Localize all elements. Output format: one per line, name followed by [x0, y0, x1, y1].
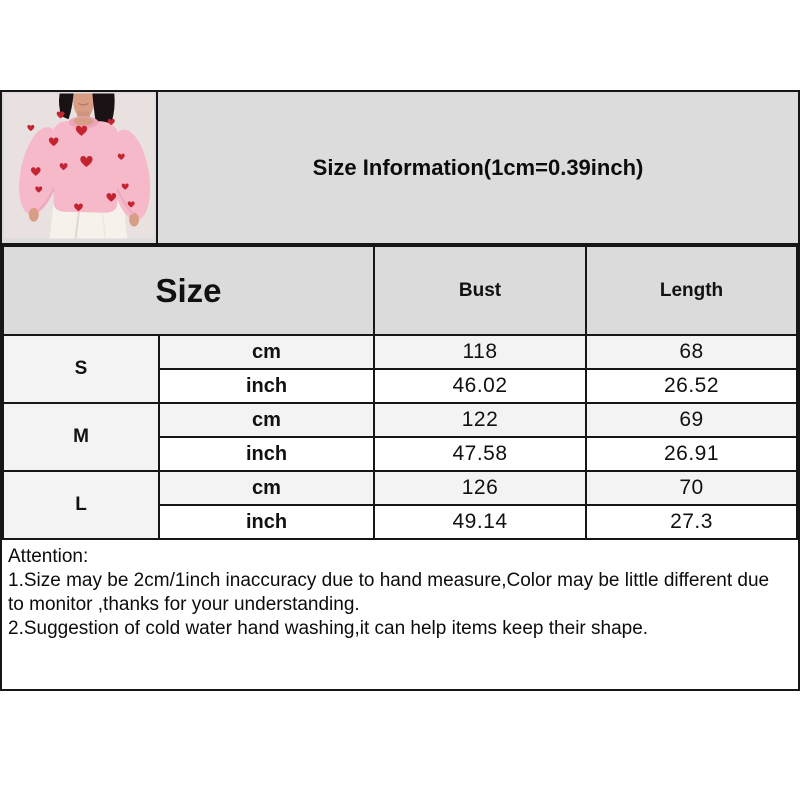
product-photo — [4, 93, 154, 239]
title-cell: Size Information(1cm=0.39inch) — [158, 92, 798, 243]
length-value: 26.52 — [585, 368, 798, 404]
attention-note: Attention: 1.Size may be 2cm/1inch inacc… — [2, 540, 798, 689]
mouth — [78, 102, 89, 106]
size-label-l: L — [2, 470, 160, 540]
unit-cell: inch — [157, 368, 376, 404]
attention-line-1: 1.Size may be 2cm/1inch inaccuracy due t… — [8, 570, 770, 615]
size-chart-sheet: Size Information(1cm=0.39inch) Size Bust… — [0, 90, 800, 691]
bust-value: 118 — [373, 334, 588, 370]
right-sleeve — [110, 129, 151, 221]
table-row-m-inch: inch 47.58 26.91 — [3, 436, 798, 472]
product-photo-cell — [2, 92, 158, 243]
pink-sweater — [19, 116, 151, 227]
attention-heading: Attention: — [8, 546, 89, 567]
bust-value: 47.58 — [373, 436, 588, 472]
unit-cell: inch — [157, 504, 376, 540]
table-header-row: Size Bust Length — [1, 245, 798, 336]
unit-cell: cm — [157, 470, 376, 506]
length-value: 69 — [585, 402, 798, 438]
table-row-l-inch: inch 49.14 27.3 — [3, 504, 798, 540]
size-table: Size Bust Length S cm 118 68 inch 46.02 … — [1, 245, 798, 540]
length-value: 26.91 — [585, 436, 798, 472]
size-label-m: M — [2, 402, 160, 472]
size-label-s: S — [2, 334, 160, 404]
column-header-size: Size — [1, 245, 376, 336]
attention-line-2: 2.Suggestion of cold water hand washing,… — [8, 618, 649, 639]
bust-value: 49.14 — [373, 504, 588, 540]
bust-value: 126 — [373, 470, 588, 506]
unit-cell: inch — [157, 436, 376, 472]
bust-value: 46.02 — [373, 368, 588, 404]
unit-cell: cm — [157, 402, 376, 438]
length-value: 68 — [585, 334, 798, 370]
length-value: 70 — [585, 470, 798, 506]
length-value: 27.3 — [585, 504, 798, 540]
page-title: Size Information(1cm=0.39inch) — [312, 154, 644, 180]
table-row-s-inch: inch 46.02 26.52 — [3, 368, 798, 404]
unit-cell: cm — [157, 334, 376, 370]
sweater-body — [52, 121, 120, 213]
column-header-length: Length — [585, 245, 798, 336]
table-row-l-cm: L cm 126 70 — [2, 470, 798, 540]
right-hand — [129, 212, 140, 227]
table-row-m-cm: M cm 122 69 — [2, 402, 798, 472]
bust-value: 122 — [373, 402, 588, 438]
table-row-s-cm: S cm 118 68 — [2, 334, 798, 404]
header-block: Size Information(1cm=0.39inch) — [2, 92, 798, 245]
column-header-bust: Bust — [373, 245, 588, 336]
left-hand — [28, 207, 39, 222]
